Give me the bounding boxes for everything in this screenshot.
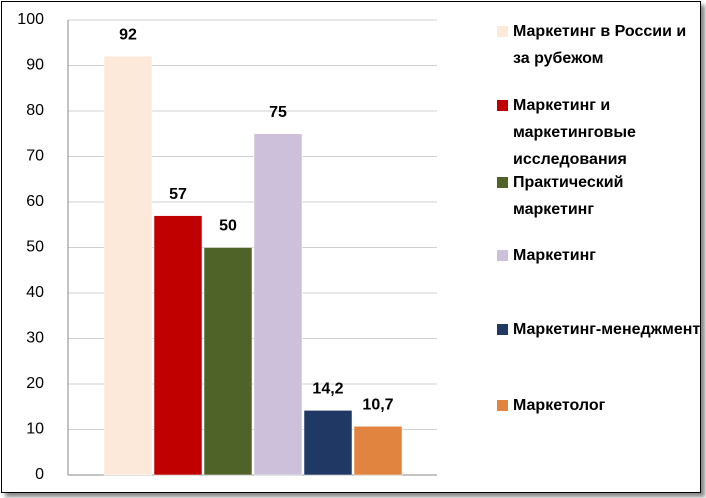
bar	[253, 133, 303, 476]
legend-swatch	[497, 26, 508, 37]
y-tick-label: 100	[17, 11, 44, 28]
y-tick-label: 80	[26, 102, 44, 119]
bar	[353, 426, 403, 476]
y-tick-label: 50	[26, 239, 44, 256]
data-label: 57	[169, 186, 187, 203]
data-label: 92	[119, 27, 137, 44]
data-label: 10,7	[362, 397, 393, 414]
legend-swatch	[497, 400, 508, 411]
legend-label: Маркетинг	[513, 247, 596, 264]
bar	[303, 410, 353, 476]
data-label: 75	[269, 104, 287, 121]
y-tick-label: 90	[26, 57, 44, 74]
legend-label: Маркетинг в России и за рубежом	[513, 23, 687, 67]
bar	[153, 215, 203, 476]
legend-swatch	[497, 250, 508, 261]
y-tick-label: 10	[26, 421, 44, 438]
legend-label: Практический маркетинг	[513, 174, 624, 218]
data-label: 50	[219, 218, 237, 235]
y-tick-label: 20	[26, 375, 44, 392]
y-tick-label: 0	[35, 466, 44, 483]
y-tick-label: 70	[26, 148, 44, 165]
legend-label: Маркетинг и маркетинговые исследования	[513, 97, 636, 168]
y-tick-label: 60	[26, 193, 44, 210]
legend-swatch	[497, 324, 508, 335]
legend-swatch	[497, 100, 508, 111]
y-tick-label: 40	[26, 284, 44, 301]
legend-label: Маркетолог	[513, 397, 606, 414]
legend-label: Маркетинг-менеджмент	[513, 321, 701, 338]
y-tick-label: 30	[26, 330, 44, 347]
data-label: 14,2	[312, 381, 343, 398]
bar	[103, 56, 153, 476]
bar	[203, 247, 253, 476]
legend-swatch	[497, 177, 508, 188]
